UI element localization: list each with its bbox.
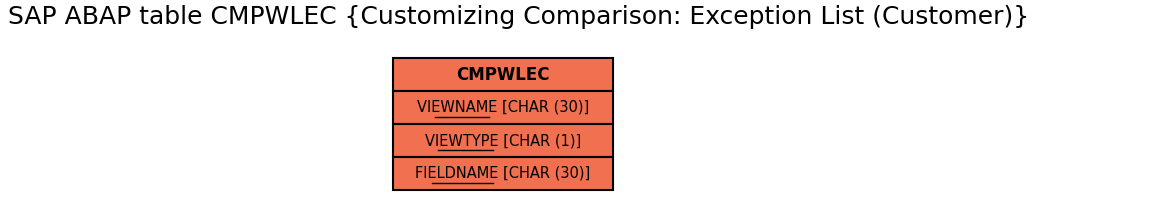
- Text: CMPWLEC: CMPWLEC: [456, 65, 550, 84]
- Text: SAP ABAP table CMPWLEC {Customizing Comparison: Exception List (Customer)}: SAP ABAP table CMPWLEC {Customizing Comp…: [8, 5, 1029, 29]
- Text: FIELDNAME [CHAR (30)]: FIELDNAME [CHAR (30)]: [415, 166, 590, 181]
- Text: VIEWNAME [CHAR (30)]: VIEWNAME [CHAR (30)]: [416, 100, 589, 115]
- Text: VIEWTYPE [CHAR (1)]: VIEWTYPE [CHAR (1)]: [425, 133, 581, 148]
- Bar: [393, 157, 612, 190]
- Bar: [393, 58, 612, 91]
- Bar: [393, 124, 612, 157]
- Bar: [393, 91, 612, 124]
